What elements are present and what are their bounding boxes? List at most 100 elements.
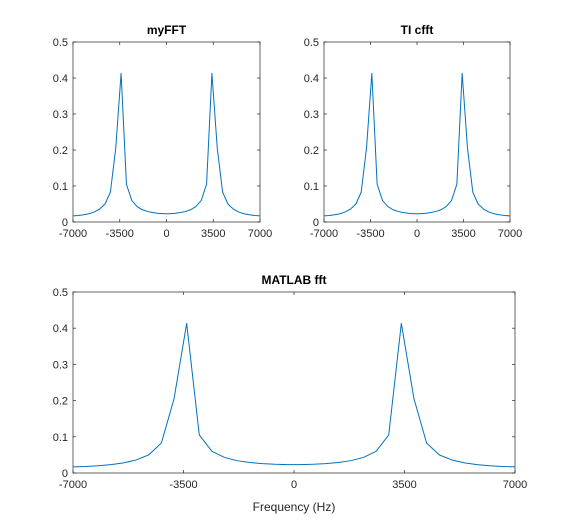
chart-1-series-0-point [483, 209, 484, 210]
chart-2-title: MATLAB fft [261, 273, 326, 287]
chart-1-series-0-point [350, 209, 351, 210]
chart-2-series-0-point [275, 464, 276, 465]
chart-1-series-0-point [387, 206, 388, 207]
chart-2-series-0-point [148, 454, 149, 455]
chart-2-series-0-point [502, 466, 503, 467]
chart-2-x-tick-label: 3500 [392, 479, 416, 491]
chart-0-series-0-point [217, 148, 218, 149]
chart-0-series-0-point [142, 209, 143, 210]
chart-2-series-0-point [249, 462, 250, 463]
chart-0-series-0-point [73, 215, 74, 216]
chart-1-series-0-point [403, 212, 404, 213]
chart-0-title: myFFT [147, 23, 187, 37]
chart-0-axes: -7000 -3500 0 3500 7000 0 0.1 0.2 0.3 0.4 0.5 myFFT [53, 23, 273, 240]
chart-1-series-0-point [504, 215, 505, 216]
chart-1-series-0-point [377, 184, 378, 185]
chart-0-series-0-point [238, 211, 239, 212]
chart-0-series-0-point [169, 213, 170, 214]
chart-2-series-0-point [376, 451, 377, 452]
chart-0-series-0-point [227, 204, 228, 205]
chart-1-series-0-point [488, 211, 489, 212]
chart-2-y-tick-label: 0.5 [53, 287, 68, 299]
chart-2-series-0-point [426, 442, 427, 443]
chart-2-series-0-point [98, 465, 99, 466]
chart-2-series-0-point [388, 434, 389, 435]
chart-2-x-tick-label: -7000 [59, 479, 87, 491]
chart-1-series-0-point [510, 215, 511, 216]
chart-0-x-tick-label: -3500 [106, 228, 134, 240]
chart-1-series-0-point [499, 214, 500, 215]
chart-1-y-tick-label: 0.2 [304, 145, 319, 157]
chart-0-y-tick-label: 0.1 [53, 181, 68, 193]
chart-2-series-0-point [123, 462, 124, 463]
chart-0-series-0-point [249, 214, 250, 215]
chart-1-series-0-point [334, 214, 335, 215]
chart-1-series-0-point [398, 211, 399, 212]
chart-0-series-0-point [131, 200, 132, 201]
chart-0-series-0-point [254, 215, 255, 216]
chart-2-series-0-point [439, 454, 440, 455]
chart-1-y-tick-label: 0.4 [304, 73, 319, 85]
chart-1-title: TI cfft [401, 23, 434, 37]
chart-1-series-0-point [435, 211, 436, 212]
chart-1-series-0-point [430, 212, 431, 213]
chart-2-series-0-point [451, 459, 452, 460]
chart-0-series-0-point [260, 215, 261, 216]
chart-2-y-tick-label: 0.4 [53, 323, 68, 335]
chart-0-plot-box [72, 41, 261, 223]
chart-1-series-0-point [355, 204, 356, 205]
chart-2-series-0-point [350, 460, 351, 461]
chart-1-series-0-point [371, 73, 372, 74]
chart-0-series-0-point [174, 213, 175, 214]
chart-0-series-0-point [211, 73, 212, 74]
chart-1-series-0-point [324, 215, 325, 216]
chart-2-series-0-point [464, 462, 465, 463]
chart-0-series-0-point [137, 206, 138, 207]
chart-0-series-0-line [72, 72, 261, 217]
chart-2-series-0-point [262, 463, 263, 464]
chart-1-series-0-line [323, 72, 511, 217]
chart-2-series-0-point [401, 323, 402, 324]
chart-0-series-0-point [179, 212, 180, 213]
chart-1-y-tick-label: 0.1 [304, 181, 319, 193]
chart-0-series-0-point [185, 211, 186, 212]
chart-0-series-0-point [158, 213, 159, 214]
chart-0-series-0-point [233, 209, 234, 210]
chart-2-series-0-point [489, 465, 490, 466]
chart-0-series-0-point [99, 209, 100, 210]
chart-2-plot-box [72, 291, 516, 474]
chart-2-series-0-point [199, 434, 200, 435]
chart-0-y-tick-label: 0 [62, 217, 68, 229]
chart-0-series-0-point [94, 211, 95, 212]
chart-0-series-0-point [115, 148, 116, 149]
chart-1-series-0-point [472, 192, 473, 193]
chart-2-series-0-point [413, 398, 414, 399]
chart-0-series-0-point [83, 214, 84, 215]
chart-2-series-0-point [85, 466, 86, 467]
chart-1-series-0-point [456, 184, 457, 185]
chart-1-series-0-point [382, 200, 383, 201]
chart-0-series-0-point [243, 213, 244, 214]
chart-1-x-tick-label: 7000 [498, 228, 522, 240]
chart-2-x-tick-label: -3500 [169, 479, 197, 491]
chart-1-series-0-point [462, 73, 463, 74]
chart-2-x-tick-label: 0 [291, 479, 297, 491]
chart-1-x-tick-label: 3500 [451, 228, 475, 240]
chart-0-y-tick-label: 0.4 [53, 73, 68, 85]
chart-1-axes: -7000 -3500 0 3500 7000 0 0.1 0.2 0.3 0.4 0.5 TI cf… [304, 23, 523, 240]
chart-2-series-0-point [224, 457, 225, 458]
chart-2-y-tick-label: 0.2 [53, 396, 68, 408]
chart-2-series-0-point [515, 466, 516, 467]
chart-0-y-tick-label: 0.3 [53, 109, 68, 121]
chart-2-series-0-point [211, 451, 212, 452]
chart-0-series-0-point [89, 213, 90, 214]
chart-2-series-0-point [186, 323, 187, 324]
chart-1-series-0-point [414, 213, 415, 214]
chart-0-series-0-point [195, 206, 196, 207]
chart-2-series-0-point [161, 442, 162, 443]
chart-0-series-0-point [110, 192, 111, 193]
chart-1-series-0-point [424, 213, 425, 214]
chart-2-series-0-point [110, 464, 111, 465]
chart-1-series-0-point [409, 213, 410, 214]
chart-0-x-tick-label: 0 [163, 228, 169, 240]
